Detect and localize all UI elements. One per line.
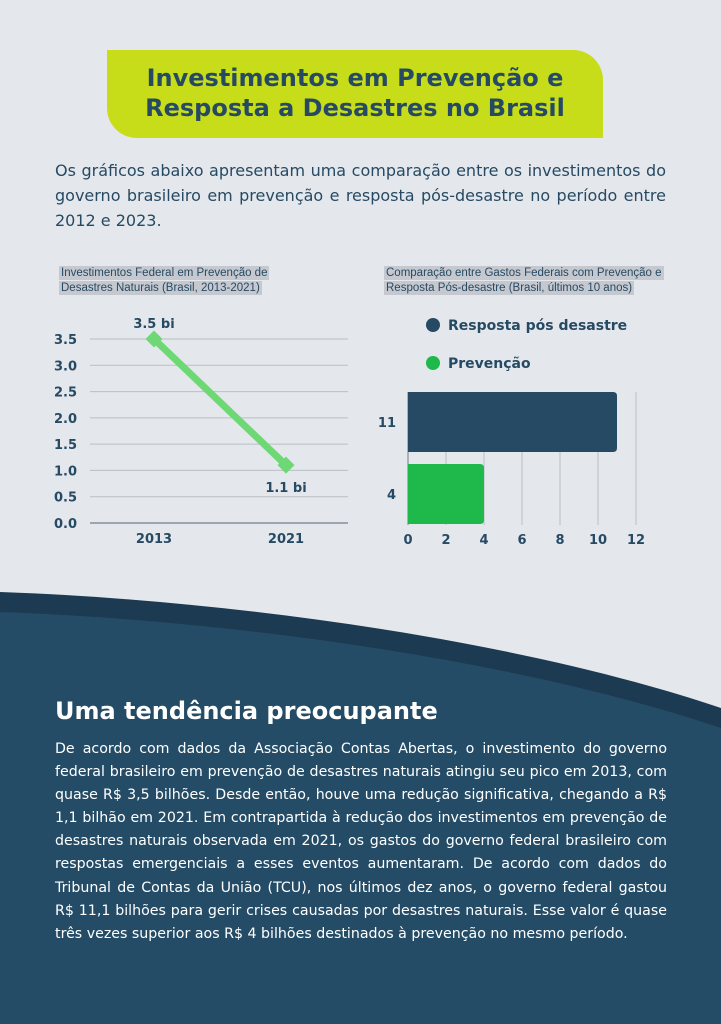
x-tick-label: 4 [479,533,488,548]
intro-paragraph: Os gráficos abaixo apresentam uma compar… [55,161,666,230]
x-tick-label: 0 [403,533,412,548]
title-banner: Investimentos em Prevenção e Resposta a … [107,50,603,138]
line-chart-title: Investimentos Federal em Prevenção de De… [59,266,270,295]
x-tick-label: 6 [517,533,526,548]
section-body: De acordo com dados da Associação Contas… [55,741,667,942]
bar-chart-title: Comparação entre Gastos Federais com Pre… [384,266,664,295]
bar [408,464,484,524]
x-tick-label: 8 [555,533,564,548]
category-label: 4 [387,488,396,503]
legend-marker [426,356,440,370]
x-tick-label: 12 [627,533,645,548]
page-title: Investimentos em Prevenção e Resposta a … [145,64,565,122]
y-tick-label: 2.5 [54,386,77,401]
legend-label: Resposta pós desastre [448,318,627,334]
y-tick-label: 2.0 [54,412,77,427]
legend-label: Prevenção [448,356,531,372]
legend-marker [426,318,440,332]
wave-fill [0,612,721,1024]
bar-chart: Resposta pós desastre Prevenção 0 2 4 6 8 10 12 1… [378,318,645,548]
section-title: Uma tendência preocupante [55,697,438,725]
x-tick-label: 2021 [268,532,304,547]
data-point [277,456,295,474]
bar [408,392,617,452]
x-tick-label: 2 [441,533,450,548]
line-chart: 0.0 0.5 1.0 1.5 2.0 2.5 3.0 3.5 2013 2021 3.5 bi 1.… [54,317,348,547]
series-line [150,335,290,469]
y-tick-label: 0.5 [54,491,77,506]
x-tick-label: 2013 [136,532,172,547]
data-label: 3.5 bi [133,317,174,332]
y-tick-label: 0.0 [54,517,77,532]
category-label: 11 [378,416,396,431]
data-label: 1.1 bi [265,481,306,496]
x-tick-label: 10 [589,533,607,548]
y-tick-label: 1.5 [54,438,77,453]
y-tick-label: 1.0 [54,464,77,479]
y-tick-label: 3.0 [54,359,77,374]
y-tick-label: 3.5 [54,333,77,348]
